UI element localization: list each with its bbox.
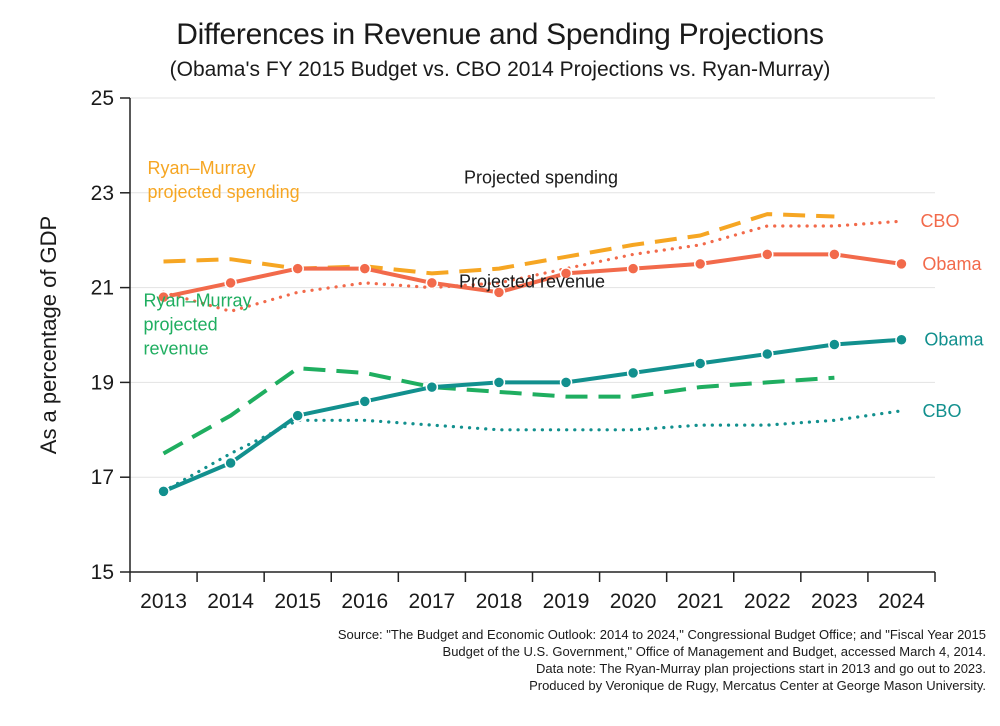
series-line-spend_obama — [163, 252, 902, 300]
x-tick-label: 2019 — [543, 590, 590, 613]
series-line-spend_ryan — [163, 212, 835, 276]
annotation-lbl_spend_cbo: CBO — [920, 211, 959, 231]
data-point-spend_obama — [828, 248, 841, 261]
annotation-lbl_ryan_revenue: revenue — [144, 339, 209, 359]
source-note: Source: "The Budget and Economic Outlook… — [338, 626, 986, 694]
annotation-lbl_spend_obama: Obama — [922, 254, 982, 274]
data-point-spend_obama — [157, 290, 170, 304]
data-point-rev_obama — [157, 485, 170, 498]
data-point-spend_obama — [492, 286, 506, 299]
y-axis-label: As a percentage of GDP — [36, 216, 61, 454]
data-point-rev_obama — [626, 366, 640, 380]
data-point-rev_obama — [224, 456, 237, 470]
data-point-spend_obama — [761, 248, 774, 261]
x-tick-label: 2014 — [207, 590, 254, 613]
y-tick-label: 17 — [91, 466, 114, 489]
x-tick-label: 2015 — [274, 590, 321, 613]
y-tick-label: 23 — [91, 182, 114, 205]
series-line-rev_obama — [162, 337, 902, 494]
data-point-spend_obama — [224, 276, 237, 290]
data-point-rev_obama — [559, 376, 573, 389]
data-point-rev_obama — [425, 380, 439, 394]
annotation-lbl_rev_obama: Obama — [924, 330, 984, 350]
source-line: Source: "The Budget and Economic Outlook… — [337, 627, 986, 642]
data-point-spend_obama — [425, 276, 439, 290]
data-point-spend_obama — [559, 267, 573, 280]
data-point-spend_obama — [626, 262, 640, 275]
x-tick-label: 2021 — [677, 590, 724, 613]
axes: 15 17 19 21 23 25 2013 2014 2015 2016 2017 2018 2019… — [36, 87, 936, 613]
annotation-lbl_projected_revenue: Projected revenue — [459, 272, 605, 292]
data-point-spend_obama — [693, 257, 707, 271]
data-point-rev_obama — [693, 357, 707, 370]
data-point-rev_obama — [895, 333, 908, 346]
data-point-spend_obama — [358, 262, 372, 275]
y-tick-label: 15 — [91, 561, 114, 584]
y-tick-label: 25 — [91, 87, 114, 110]
x-tick-label: 2023 — [811, 590, 858, 613]
data-point-rev_obama — [492, 376, 506, 389]
chart-subtitle: (Obama's FY 2015 Budget vs. CBO 2014 Pro… — [169, 58, 831, 81]
x-tick-label: 2024 — [878, 590, 925, 613]
data-point-spend_obama — [291, 262, 304, 275]
data-point-rev_obama — [291, 409, 304, 422]
annotation-lbl_ryan_revenue: projected — [144, 315, 218, 335]
annotations: Projected spending Projected revenue Ryan–… — [144, 158, 985, 421]
x-tick-label: 2020 — [610, 590, 657, 613]
y-tick-label: 19 — [91, 371, 114, 394]
line-chart: 15 17 19 21 23 25 2013 2014 2015 2016 2017 2018 2019… — [36, 87, 985, 613]
series-line-rev_cbo — [161, 409, 904, 493]
y-tick-label: 21 — [91, 277, 114, 300]
x-tick-label: 2016 — [341, 590, 388, 613]
data-point-rev_obama — [358, 395, 372, 408]
source-line: Produced by Veronique de Rugy, Mercatus … — [529, 678, 986, 693]
source-line: Budget of the U.S. Government," Office o… — [442, 644, 986, 659]
series-lines — [157, 212, 908, 498]
data-point-rev_obama — [761, 347, 774, 361]
data-point-spend_obama — [895, 257, 908, 271]
source-line: Data note: The Ryan-Murray plan projecti… — [536, 661, 986, 676]
x-tick-label: 2013 — [140, 590, 187, 613]
x-tick-label: 2017 — [409, 590, 456, 613]
annotation-lbl_ryan_revenue: Ryan–Murray — [144, 291, 252, 311]
annotation-lbl_projected_spending: Projected spending — [464, 167, 618, 187]
data-point-rev_obama — [828, 338, 841, 351]
annotation-lbl_ryan_spending: projected spending — [148, 182, 300, 202]
x-tick-label: 2022 — [744, 590, 791, 613]
annotation-lbl_ryan_spending: Ryan–Murray — [148, 158, 256, 178]
annotation-lbl_rev_cbo: CBO — [922, 401, 961, 421]
x-tick-label: 2018 — [476, 590, 523, 613]
chart-title: Differences in Revenue and Spending Proj… — [176, 18, 824, 51]
